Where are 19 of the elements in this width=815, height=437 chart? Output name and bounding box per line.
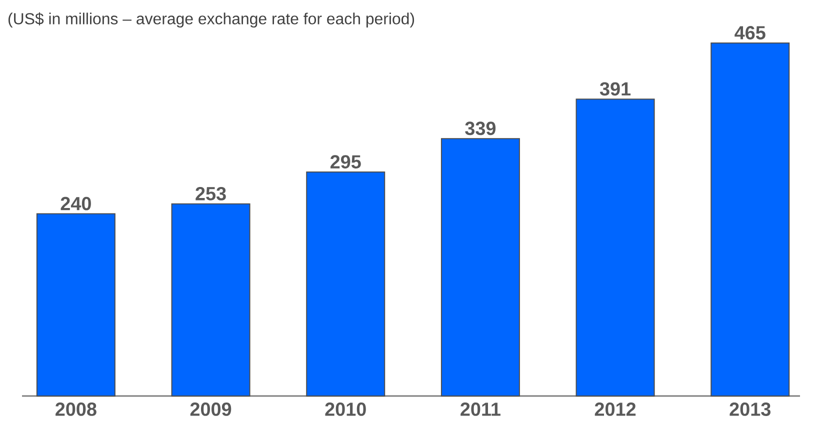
bar [171,203,250,396]
bar [306,172,386,396]
data-label: 339 [465,122,496,136]
bar [36,213,116,396]
data-label: 295 [330,155,361,169]
x-tick-label: 2009 [190,402,232,416]
data-label: 465 [734,26,766,40]
data-label: 391 [600,82,631,96]
chart-subtitle: (US$ in millions – average exchange rate for each period) [8,12,414,28]
bar [440,138,520,396]
x-tick-label: 2008 [56,402,96,416]
bar [710,42,790,396]
bar [576,98,655,396]
x-tick-label: 2011 [460,402,500,416]
x-tick-label: 2013 [730,402,770,416]
data-label: 253 [196,186,226,200]
x-tick-label: 2010 [325,402,366,416]
data-label: 240 [60,196,91,210]
x-tick-label: 2012 [594,402,636,416]
